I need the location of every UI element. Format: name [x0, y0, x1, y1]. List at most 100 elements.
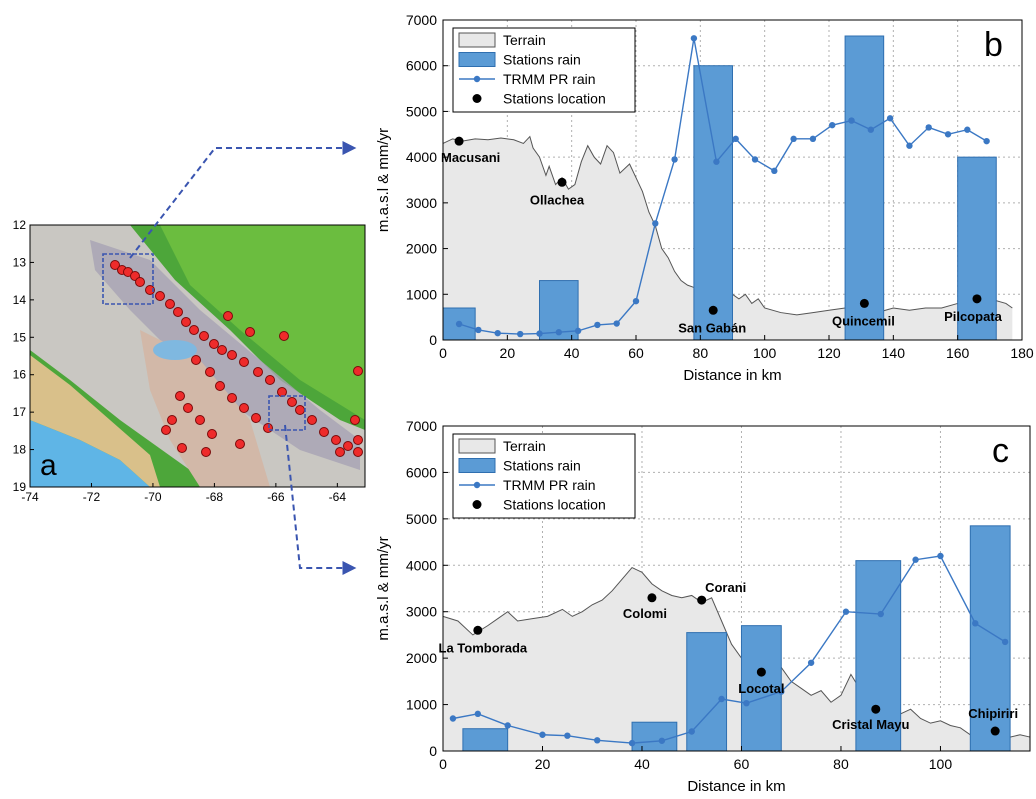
y-tick-label: 0	[429, 743, 437, 759]
trmm-point	[494, 329, 501, 337]
station-marker-icon	[307, 415, 317, 425]
station-marker-icon	[155, 291, 165, 301]
trmm-point	[751, 156, 759, 163]
x-tick-label: 80	[833, 756, 849, 772]
station-label: Pilcopata	[944, 309, 1003, 324]
zoom-box-c	[268, 395, 306, 431]
station-marker-icon	[227, 393, 237, 403]
station-point	[871, 704, 881, 714]
trmm-point	[536, 330, 543, 337]
legend-swatch-marker	[473, 481, 481, 489]
trmm-point	[658, 737, 666, 744]
panel-label: b	[984, 26, 1003, 64]
station-marker-icon	[239, 403, 249, 413]
station-rain-bar	[740, 625, 782, 752]
station-marker-icon	[279, 331, 289, 341]
trmm-point	[886, 115, 894, 122]
station-marker-icon	[110, 260, 120, 270]
station-marker-icon	[253, 367, 263, 377]
station-marker-icon	[145, 285, 155, 295]
station-marker-icon	[199, 331, 209, 341]
station-marker-icon	[239, 357, 249, 367]
station-marker-icon	[217, 345, 227, 355]
station-marker-icon	[319, 427, 329, 437]
legend-entry: Stations location	[503, 91, 606, 107]
trmm-point	[690, 35, 698, 42]
trmm-point	[594, 321, 601, 329]
x-tick-label: 60	[734, 756, 750, 772]
station-rain-bar	[631, 721, 678, 752]
station-label: Locotal	[738, 681, 784, 696]
legend-swatch-bar	[458, 52, 496, 67]
trmm-point	[877, 610, 884, 618]
panel-label: c	[992, 432, 1009, 470]
x-tick-label: 40	[634, 756, 650, 772]
trmm-point	[517, 330, 524, 338]
legend-entry: TRMM PR rain	[503, 477, 596, 493]
map-y-ticks: 12 13 14 15 16 17 18 19	[13, 218, 34, 494]
trmm-point	[632, 297, 640, 305]
trmm-point	[972, 620, 979, 627]
trmm-point	[925, 124, 932, 131]
legend-entry: TRMM PR rain	[503, 71, 596, 87]
x-tick-label: 60	[628, 345, 644, 361]
station-label: Colomi	[623, 606, 667, 621]
trmm-point	[564, 732, 571, 739]
legend-swatch-station	[472, 500, 482, 509]
trmm-point	[842, 608, 850, 615]
station-marker-icon	[265, 375, 275, 385]
plot-frame	[442, 425, 1031, 752]
station-marker-icon	[205, 367, 215, 377]
y-tick-label: 1000	[406, 286, 437, 302]
map-x-ticks: -74 -72 -70 -68 -66 -64	[21, 483, 346, 504]
legend-entry: Terrain	[503, 32, 546, 48]
station-marker-icon	[181, 317, 191, 327]
trmm-point	[983, 137, 990, 145]
trmm-point	[778, 688, 785, 695]
chart-b: 0 20 40 60 80 100 120 140 160 180 0 1000 2000 3000 400…	[375, 12, 1034, 384]
station-point	[697, 595, 707, 605]
station-rain-bar	[462, 728, 509, 752]
trmm-point	[504, 722, 511, 729]
station-rain-bar	[693, 65, 734, 341]
station-marker-icon	[223, 311, 233, 321]
trmm-point	[790, 135, 797, 143]
map-y-tick-label: 15	[13, 330, 27, 344]
station-marker-icon	[245, 327, 255, 337]
legend-swatch-station	[472, 94, 482, 103]
station-label: Chipiriri	[968, 706, 1018, 721]
station-marker-icon	[350, 415, 360, 425]
station-label: La Tomborada	[439, 640, 528, 655]
station-marker-icon	[353, 435, 363, 445]
x-tick-label: 160	[946, 345, 970, 361]
trmm-point	[912, 556, 919, 563]
station-marker-icon	[165, 299, 175, 309]
station-marker-icon	[209, 339, 219, 349]
arrow-to-b	[129, 141, 357, 259]
lake-icon	[153, 340, 197, 360]
ocean	[30, 420, 150, 487]
y-tick-label: 2000	[406, 241, 437, 257]
map-y-tick-label: 13	[13, 255, 27, 269]
station-marker-icon	[175, 391, 185, 401]
arrow-to-c	[284, 424, 357, 575]
legend-entry: Terrain	[503, 438, 546, 454]
y-tick-label: 2000	[406, 650, 437, 666]
station-point	[708, 305, 718, 315]
trmm-point	[574, 327, 582, 335]
x-tick-label: 20	[535, 756, 551, 772]
y-tick-label: 0	[429, 332, 437, 348]
station-point	[972, 294, 982, 304]
station-point	[454, 136, 464, 146]
map-y-tick-label: 19	[13, 480, 27, 494]
station-point	[990, 726, 1000, 736]
station-label: Corani	[705, 580, 746, 595]
y-tick-label: 6000	[406, 58, 437, 74]
station-marker-icon	[251, 413, 261, 423]
y-axis-label: m.a.s.l & mm/yr	[375, 128, 392, 232]
y-tick-label: 5000	[406, 511, 437, 527]
station-marker-icon	[183, 403, 193, 413]
x-axis-label: Distance in km	[683, 367, 781, 384]
station-label: Ollachea	[530, 192, 585, 207]
station-marker-icon	[215, 381, 225, 391]
